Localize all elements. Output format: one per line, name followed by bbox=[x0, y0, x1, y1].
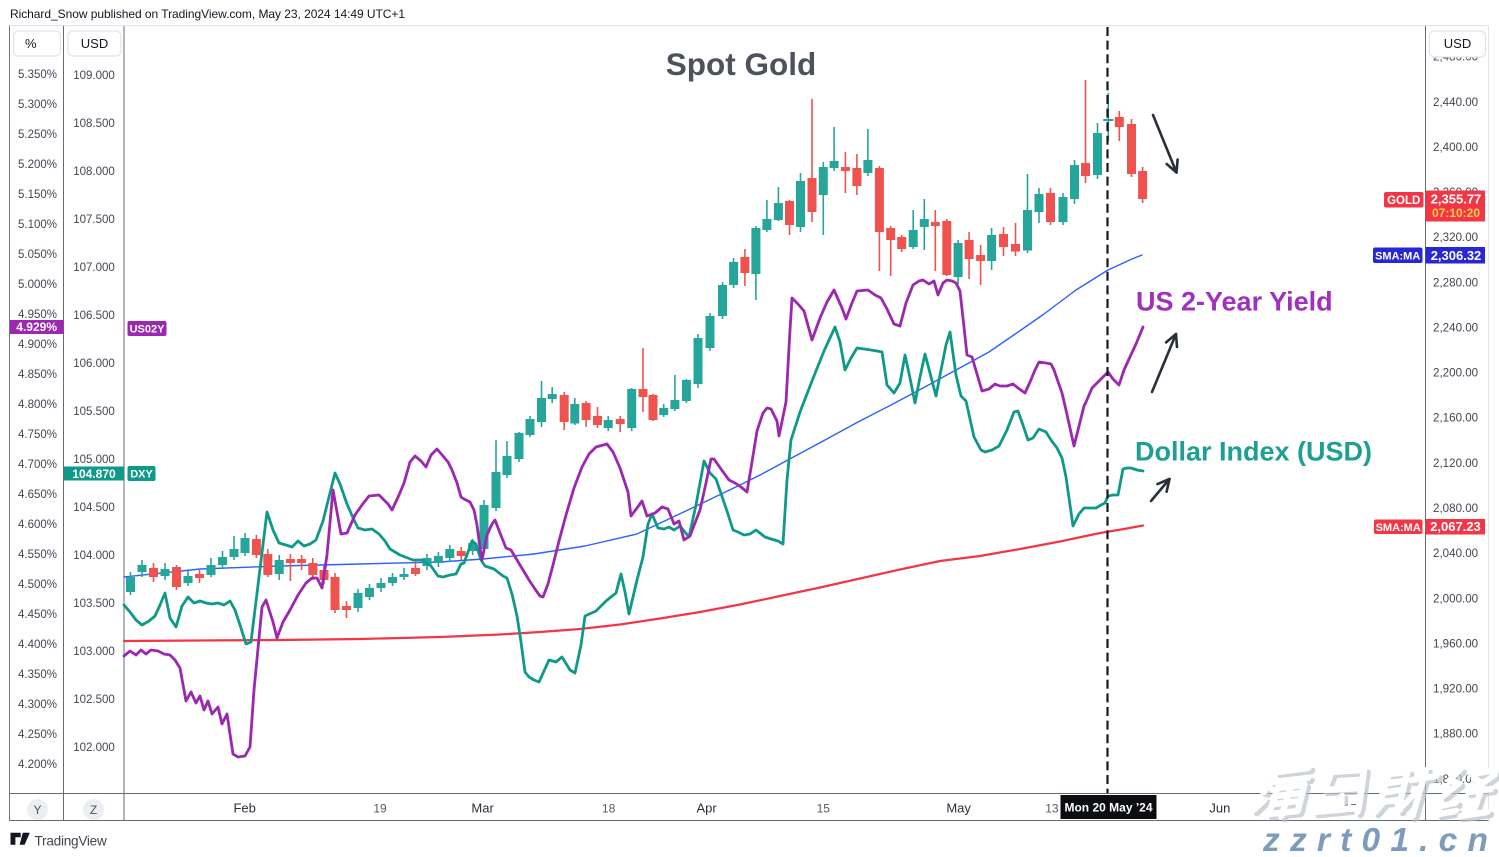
svg-text:2,440.00: 2,440.00 bbox=[1433, 96, 1478, 109]
svg-text:19: 19 bbox=[373, 802, 387, 816]
svg-text:Dollar Index (USD): Dollar Index (USD) bbox=[1135, 437, 1372, 467]
svg-text:US 2-Year Yield: US 2-Year Yield bbox=[1136, 287, 1333, 317]
svg-text:109.000: 109.000 bbox=[73, 70, 115, 82]
svg-text:US02Y: US02Y bbox=[130, 324, 166, 336]
svg-text:104.870: 104.870 bbox=[72, 467, 116, 481]
svg-text:1,880.00: 1,880.00 bbox=[1433, 728, 1478, 741]
svg-text:4.650%: 4.650% bbox=[18, 489, 57, 501]
svg-text:104.500: 104.500 bbox=[73, 502, 115, 514]
svg-text:Feb: Feb bbox=[233, 801, 255, 816]
svg-text:4.350%: 4.350% bbox=[18, 669, 57, 681]
svg-text:2,067.23: 2,067.23 bbox=[1430, 519, 1481, 534]
svg-text:108.500: 108.500 bbox=[73, 118, 115, 130]
svg-text:Spot Gold: Spot Gold bbox=[666, 46, 816, 82]
svg-text:May: May bbox=[946, 801, 971, 816]
svg-text:TradingView: TradingView bbox=[35, 834, 107, 849]
svg-text:103.500: 103.500 bbox=[73, 598, 115, 610]
svg-text:1,960.00: 1,960.00 bbox=[1433, 637, 1478, 650]
svg-text:USD: USD bbox=[1444, 36, 1471, 51]
svg-text:5.200%: 5.200% bbox=[18, 159, 57, 171]
svg-text:2,120.00: 2,120.00 bbox=[1433, 457, 1478, 470]
svg-text:105.500: 105.500 bbox=[73, 406, 115, 418]
svg-text:4.550%: 4.550% bbox=[18, 549, 57, 561]
svg-text:2,240.00: 2,240.00 bbox=[1433, 322, 1478, 335]
svg-text:USD: USD bbox=[81, 36, 108, 51]
svg-text:5.300%: 5.300% bbox=[18, 99, 57, 111]
svg-text:102.500: 102.500 bbox=[73, 694, 115, 706]
svg-text:104.000: 104.000 bbox=[73, 550, 115, 562]
svg-text:Jun: Jun bbox=[1209, 801, 1230, 816]
svg-text:4.929%: 4.929% bbox=[16, 320, 57, 334]
svg-text:07:10:20: 07:10:20 bbox=[1432, 206, 1480, 220]
svg-text:106.500: 106.500 bbox=[73, 310, 115, 322]
svg-text:102.000: 102.000 bbox=[73, 742, 115, 754]
svg-text:4.600%: 4.600% bbox=[18, 519, 57, 531]
svg-text:4.700%: 4.700% bbox=[18, 459, 57, 471]
svg-text:Y: Y bbox=[33, 803, 41, 817]
svg-text:2,080.00: 2,080.00 bbox=[1433, 502, 1478, 515]
svg-text:5.000%: 5.000% bbox=[18, 279, 57, 291]
svg-text:105.000: 105.000 bbox=[73, 454, 115, 466]
svg-text:4.850%: 4.850% bbox=[18, 369, 57, 381]
svg-text:2,000.00: 2,000.00 bbox=[1433, 592, 1478, 605]
svg-text:2,200.00: 2,200.00 bbox=[1433, 367, 1478, 380]
svg-text:Z: Z bbox=[90, 803, 97, 817]
svg-text:106.000: 106.000 bbox=[73, 358, 115, 370]
svg-text:2,280.00: 2,280.00 bbox=[1433, 276, 1478, 289]
svg-text:SMA:MA: SMA:MA bbox=[1375, 251, 1420, 263]
svg-text:5.050%: 5.050% bbox=[18, 249, 57, 261]
svg-text:4.450%: 4.450% bbox=[18, 609, 57, 621]
svg-text:4.500%: 4.500% bbox=[18, 579, 57, 591]
svg-text:107.500: 107.500 bbox=[73, 214, 115, 226]
svg-text:2,355.77: 2,355.77 bbox=[1431, 192, 1482, 207]
svg-text:DXY: DXY bbox=[130, 469, 153, 481]
svg-text:1,920.00: 1,920.00 bbox=[1433, 683, 1478, 696]
svg-text:13: 13 bbox=[1045, 802, 1059, 816]
svg-text:4.800%: 4.800% bbox=[18, 399, 57, 411]
svg-text:4.400%: 4.400% bbox=[18, 639, 57, 651]
svg-text:SMA:MA: SMA:MA bbox=[1376, 522, 1421, 534]
svg-text:2,306.32: 2,306.32 bbox=[1431, 248, 1482, 263]
svg-text:Mar: Mar bbox=[471, 801, 494, 816]
svg-text:Mon 20 May ’24: Mon 20 May ’24 bbox=[1064, 801, 1152, 815]
svg-text:18: 18 bbox=[602, 802, 616, 816]
svg-text:2,400.00: 2,400.00 bbox=[1433, 141, 1478, 154]
svg-text:4.300%: 4.300% bbox=[18, 699, 57, 711]
svg-text:4.250%: 4.250% bbox=[18, 729, 57, 741]
svg-text:Apr: Apr bbox=[696, 801, 717, 816]
svg-text:zzrt01.cn: zzrt01.cn bbox=[1262, 822, 1498, 857]
svg-text:5.150%: 5.150% bbox=[18, 189, 57, 201]
svg-text:108.000: 108.000 bbox=[73, 166, 115, 178]
svg-text:15: 15 bbox=[817, 802, 831, 816]
svg-text:GOLD: GOLD bbox=[1387, 195, 1420, 207]
svg-text:2,040.00: 2,040.00 bbox=[1433, 547, 1478, 560]
svg-text:5.350%: 5.350% bbox=[18, 69, 57, 81]
svg-text:2,320.00: 2,320.00 bbox=[1433, 231, 1478, 244]
svg-text:%: % bbox=[25, 36, 37, 51]
svg-text:107.000: 107.000 bbox=[73, 262, 115, 274]
svg-text:4.950%: 4.950% bbox=[18, 309, 57, 321]
svg-text:103.000: 103.000 bbox=[73, 646, 115, 658]
svg-text:5.250%: 5.250% bbox=[18, 129, 57, 141]
svg-text:2,160.00: 2,160.00 bbox=[1433, 412, 1478, 425]
svg-text:4.200%: 4.200% bbox=[18, 759, 57, 771]
svg-text:5.100%: 5.100% bbox=[18, 219, 57, 231]
svg-text:4.900%: 4.900% bbox=[18, 339, 57, 351]
svg-text:4.750%: 4.750% bbox=[18, 429, 57, 441]
